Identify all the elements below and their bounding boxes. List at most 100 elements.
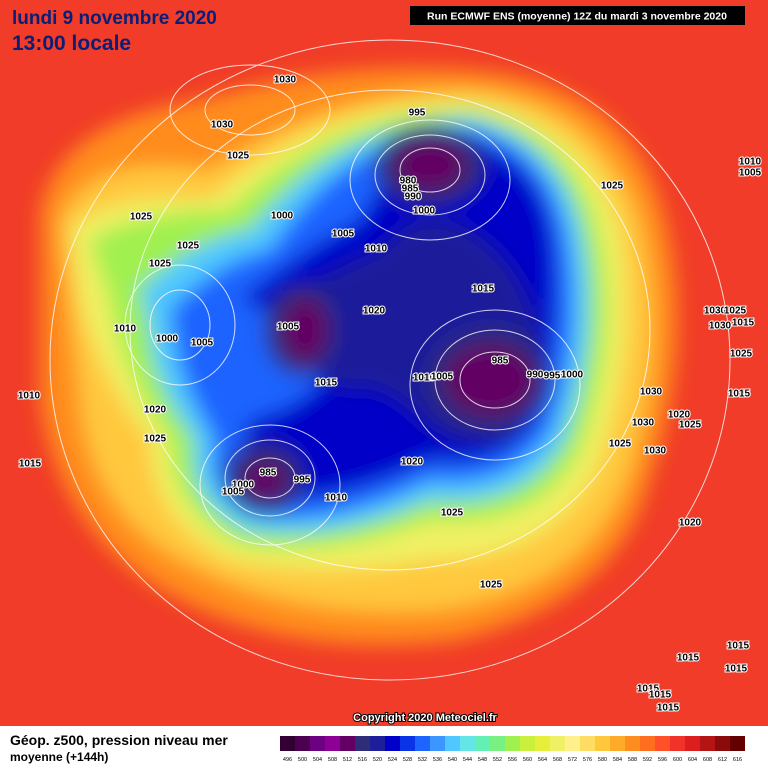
isobar-label: 1000 — [413, 206, 436, 217]
isobar-label: 1020 — [144, 405, 167, 416]
isobar-label: 1005 — [332, 229, 355, 240]
colorbar-swatch — [325, 736, 340, 751]
colorbar-swatch — [685, 736, 700, 751]
colorbar-swatch — [580, 736, 595, 751]
isobar-label: 1015 — [649, 690, 672, 701]
isobar-label: 1025 — [679, 420, 702, 431]
colorbar-label: 576 — [583, 757, 592, 763]
colorbar-swatch — [490, 736, 505, 751]
isobar-label: 1010 — [114, 324, 137, 335]
isobar-label: 1010 — [413, 373, 436, 384]
colorbar-label: 504 — [313, 757, 322, 763]
isobar-label: 1015 — [725, 664, 748, 675]
isobar-label: 1010 — [365, 244, 388, 255]
colorbar-swatch — [340, 736, 355, 751]
colorbar-label: 548 — [478, 757, 487, 763]
colorbar-swatch — [610, 736, 625, 751]
colorbar-swatch — [385, 736, 400, 751]
colorbar-swatch — [280, 736, 295, 751]
colorbar-swatch — [520, 736, 535, 751]
colorbar-label: 592 — [643, 757, 652, 763]
isobar-label: 1030 — [274, 75, 297, 86]
isobar-label: 1030 — [632, 418, 655, 429]
colorbar-label: 544 — [463, 757, 472, 763]
colorbar-swatch — [655, 736, 670, 751]
colorbar: 496 500 504 508 512 516 520 524 528 532 536 540 544 5… — [280, 736, 745, 763]
isobar-label: 1005 — [191, 338, 214, 349]
isobar-label: 1010 — [18, 391, 41, 402]
isobar-label: 995 — [409, 108, 426, 119]
colorbar-swatch — [625, 736, 640, 751]
isobar-label: 990 — [405, 192, 422, 203]
colorbar-label: 540 — [448, 757, 457, 763]
isobar-label: 1020 — [679, 518, 702, 529]
colorbar-swatch — [640, 736, 655, 751]
colorbar-label: 560 — [523, 757, 532, 763]
colorbar-swatch — [505, 736, 520, 751]
colorbar-label: 508 — [328, 757, 337, 763]
isobar-label: 1015 — [728, 389, 751, 400]
run-info: Run ECMWF ENS (moyenne) 12Z du mardi 3 n… — [427, 11, 727, 23]
colorbar-swatch — [295, 736, 310, 751]
colorbar-swatch — [370, 736, 385, 751]
colorbar-label: 564 — [538, 757, 547, 763]
geopotential-field — [40, 68, 678, 645]
isobar-label: 1015 — [727, 641, 750, 652]
isobar-label: 1000 — [271, 211, 294, 222]
colorbar-swatch — [715, 736, 730, 751]
isobar-label: 990 — [527, 370, 544, 381]
colorbar-label: 536 — [433, 757, 442, 763]
colorbar-label: 596 — [658, 757, 667, 763]
colorbar-label: 616 — [733, 757, 742, 763]
isobar-label: 985 — [260, 468, 277, 479]
colorbar-label: 528 — [403, 757, 412, 763]
colorbar-label: 516 — [358, 757, 367, 763]
isobar-label: 1000 — [232, 480, 255, 491]
colorbar-label: 556 — [508, 757, 517, 763]
map-time: 13:00 locale — [12, 32, 131, 55]
isobar-label: 1025 — [730, 349, 753, 360]
colorbar-swatch — [460, 736, 475, 751]
isobar-label: 1015 — [732, 318, 755, 329]
colorbar-label: 512 — [343, 757, 352, 763]
colorbar-swatch — [355, 736, 370, 751]
colorbar-label: 584 — [613, 757, 622, 763]
isobar-label: 1015 — [677, 653, 700, 664]
copyright: Copyright 2020 Meteociel.fr — [353, 712, 497, 724]
colorbar-label: 568 — [553, 757, 562, 763]
isobar-label: 1005 — [277, 322, 300, 333]
colorbar-label: 608 — [703, 757, 712, 763]
isobar-label: 995 — [544, 371, 561, 382]
colorbar-label: 612 — [718, 757, 727, 763]
colorbar-swatch — [700, 736, 715, 751]
isobar-label: 1010 — [739, 157, 762, 168]
isobar-label: 1025 — [130, 212, 153, 223]
isobar-label: 1010 — [325, 493, 348, 504]
colorbar-swatch — [415, 736, 430, 751]
isobar-label: 1020 — [363, 306, 386, 317]
caption: Géop. z500, pression niveau mer — [10, 732, 228, 748]
isobar-label: 1005 — [739, 168, 762, 179]
isobar-label: 1030 — [704, 306, 727, 317]
isobar-label: 1030 — [640, 387, 663, 398]
colorbar-label: 572 — [568, 757, 577, 763]
isobar-label: 1025 — [480, 580, 503, 591]
isobar-label: 1000 — [156, 334, 179, 345]
isobar-labels: 1030103010259959809859901000102510101005… — [17, 74, 763, 715]
isobar-label: 1015 — [657, 703, 680, 714]
colorbar-swatch — [595, 736, 610, 751]
isobar-label: 1015 — [19, 459, 42, 470]
isobar-label: 1030 — [211, 120, 234, 131]
isobar-label: 995 — [294, 475, 311, 486]
isobar-label: 1020 — [401, 457, 424, 468]
isobar-label: 1005 — [431, 372, 454, 383]
isobar-label: 1015 — [472, 284, 495, 295]
colorbar-label: 496 — [283, 757, 292, 763]
colorbar-label: 524 — [388, 757, 397, 763]
colorbar-swatch — [670, 736, 685, 751]
isobar-label: 980 — [400, 176, 417, 187]
isobar-label: 1005 — [222, 487, 245, 498]
colorbar-label: 520 — [373, 757, 382, 763]
isobar-label: 985 — [492, 356, 509, 367]
